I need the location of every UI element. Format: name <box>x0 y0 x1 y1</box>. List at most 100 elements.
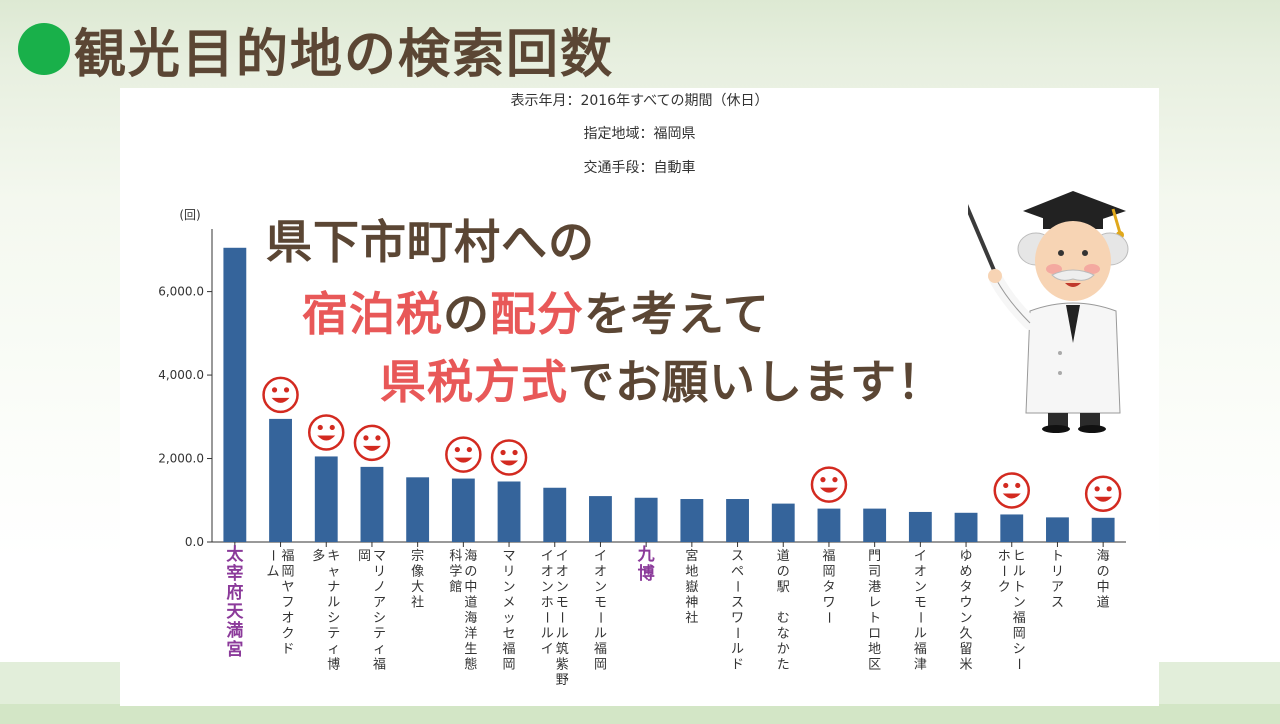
x-tick-label-char: 福 <box>503 642 516 657</box>
smiley-icon <box>262 376 299 414</box>
x-tick-label-char: ド <box>731 658 744 673</box>
bar <box>360 466 384 542</box>
x-tick-label-char: レ <box>868 596 881 611</box>
bar <box>589 496 612 542</box>
x-tick-label-char: の <box>777 565 790 580</box>
x-tick-label-char: オ <box>556 565 569 580</box>
x-tick-label-char: ル <box>556 627 569 642</box>
x-tick-label-char: 社 <box>685 610 698 626</box>
x-tick-label-char: ゆ <box>960 549 973 564</box>
x-tick-label-char: ト <box>1051 549 1064 564</box>
x-tick-label-char: 神 <box>685 596 698 611</box>
x-tick-label-char: ペ <box>731 565 744 580</box>
x-tick-label-char: メ <box>503 596 516 611</box>
bar <box>1046 517 1069 542</box>
x-tick-label-char: 岡 <box>594 658 607 673</box>
x-tick-label-char: ノ <box>373 580 386 595</box>
bar <box>817 508 841 542</box>
x-tick-label-char: ヒ <box>1013 549 1026 564</box>
x-tick-label-char: 岡 <box>1013 627 1026 642</box>
overlay-line-3: 県税方式でお願いします！ <box>380 346 944 412</box>
smiley-icon <box>490 439 528 476</box>
overlay-line-2: 宿泊税の配分を考えて <box>302 278 770 344</box>
x-tick-label-char: モ <box>594 596 607 611</box>
slide-title: 観光目的地の検索回数 <box>18 14 615 85</box>
x-tick-label-char: 福 <box>822 549 835 564</box>
x-tick-label-char: 博 <box>327 658 340 673</box>
overlay-line2-segment: を考えて <box>584 287 770 341</box>
x-tick-label-char: 嶽 <box>685 580 698 595</box>
y-tick-label: 0.0 <box>185 535 204 549</box>
x-tick-label-char: 洋 <box>464 627 477 642</box>
x-tick-label-char: 太 <box>226 544 244 565</box>
slide-title-text: 観光目的地の検索回数 <box>74 24 615 85</box>
x-tick-label-char: 米 <box>960 658 973 673</box>
x-tick-label-char: ー <box>539 611 554 624</box>
x-tick-label-char: め <box>960 565 973 580</box>
chart-info-region: 指定地域：福岡県 <box>583 126 696 142</box>
x-tick-label-char: 福 <box>282 549 295 564</box>
x-tick-label-char: リ <box>1051 565 1064 580</box>
x-tick-label-char: ム <box>267 565 280 580</box>
x-tick-label-char: 区 <box>868 658 881 673</box>
x-tick-label-char: 中 <box>464 580 477 595</box>
y-axis-label: (回) <box>179 208 200 222</box>
x-tick-label-char: 府 <box>226 582 243 603</box>
x-tick-label-char: ロ <box>868 627 881 642</box>
smiley-icon <box>1084 475 1122 513</box>
x-tick-label-char: イ <box>914 549 927 564</box>
x-tick-label-char: イ <box>594 549 607 564</box>
x-tick-label-char: ア <box>373 596 386 611</box>
x-tick-label-char: 福 <box>594 642 607 657</box>
x-tick-label-char: リ <box>373 565 386 580</box>
x-tick-label-char: 福 <box>373 658 386 673</box>
x-tick-label-char: ト <box>1013 580 1026 595</box>
x-tick-label-char: ー <box>729 580 744 593</box>
x-tick-label-char: 門 <box>868 549 881 564</box>
x-tick-label-char: リ <box>503 565 516 580</box>
x-tick-label-char: 道 <box>777 549 790 564</box>
bar <box>771 503 795 542</box>
x-tick-label-char: オ <box>541 565 554 580</box>
smiley-icon <box>810 466 848 503</box>
x-tick-label-char: ン <box>960 611 973 626</box>
x-tick-label-char: ィ <box>327 642 340 657</box>
x-tick-label-char: ル <box>327 596 340 611</box>
x-tick-label-char: オ <box>914 565 927 580</box>
x-tick-label-char: フ <box>282 596 295 611</box>
bar <box>680 499 704 542</box>
bar <box>314 456 338 542</box>
x-tick-label-char: ー <box>554 611 569 624</box>
x-tick-label-char: 宮 <box>226 639 243 660</box>
x-tick-label-char: モ <box>914 596 927 611</box>
x-tick-label-char: 岡 <box>822 565 835 580</box>
overlay-line3-segment: でお願いします！ <box>568 355 944 409</box>
x-tick-label-char: イ <box>541 549 554 564</box>
x-tick-label-char: ワ <box>731 611 744 626</box>
x-tick-label-char: 野 <box>556 673 569 688</box>
x-tick-label-char: ル <box>541 627 554 642</box>
x-tick-label-char: 岡 <box>282 565 295 580</box>
bar-chart: (回)0.02,000.04,000.06,000.0太宰府天満宮福岡ヤフオクド… <box>158 208 1126 688</box>
bar <box>497 481 521 542</box>
x-tick-label-char: シ <box>327 611 340 626</box>
x-tick-label-char: ン <box>914 580 927 595</box>
x-tick-label-char: な <box>777 627 790 642</box>
x-tick-label-char: ン <box>1013 596 1026 611</box>
x-tick-label-char: タ <box>960 580 973 595</box>
chart-info-period: 表示年月：2016年すべての期間（休日） <box>510 93 769 109</box>
x-tick-label-char: 多 <box>312 548 325 564</box>
x-tick-label-char: シ <box>373 611 386 626</box>
smiley-icon <box>353 424 391 462</box>
x-tick-label-char: ル <box>731 642 744 657</box>
bar <box>908 511 932 542</box>
x-tick-label-char: ス <box>1051 596 1064 611</box>
professor-illustration <box>968 191 1129 433</box>
x-tick-label-char: む <box>777 611 790 626</box>
x-tick-label-char: 駅 <box>777 580 790 595</box>
x-tick-label-char: ー <box>729 626 744 639</box>
bar <box>543 487 567 542</box>
x-tick-label-char: 館 <box>449 580 462 595</box>
x-tick-label-char: ー <box>1011 657 1026 670</box>
x-tick-label-char: マ <box>503 549 516 564</box>
